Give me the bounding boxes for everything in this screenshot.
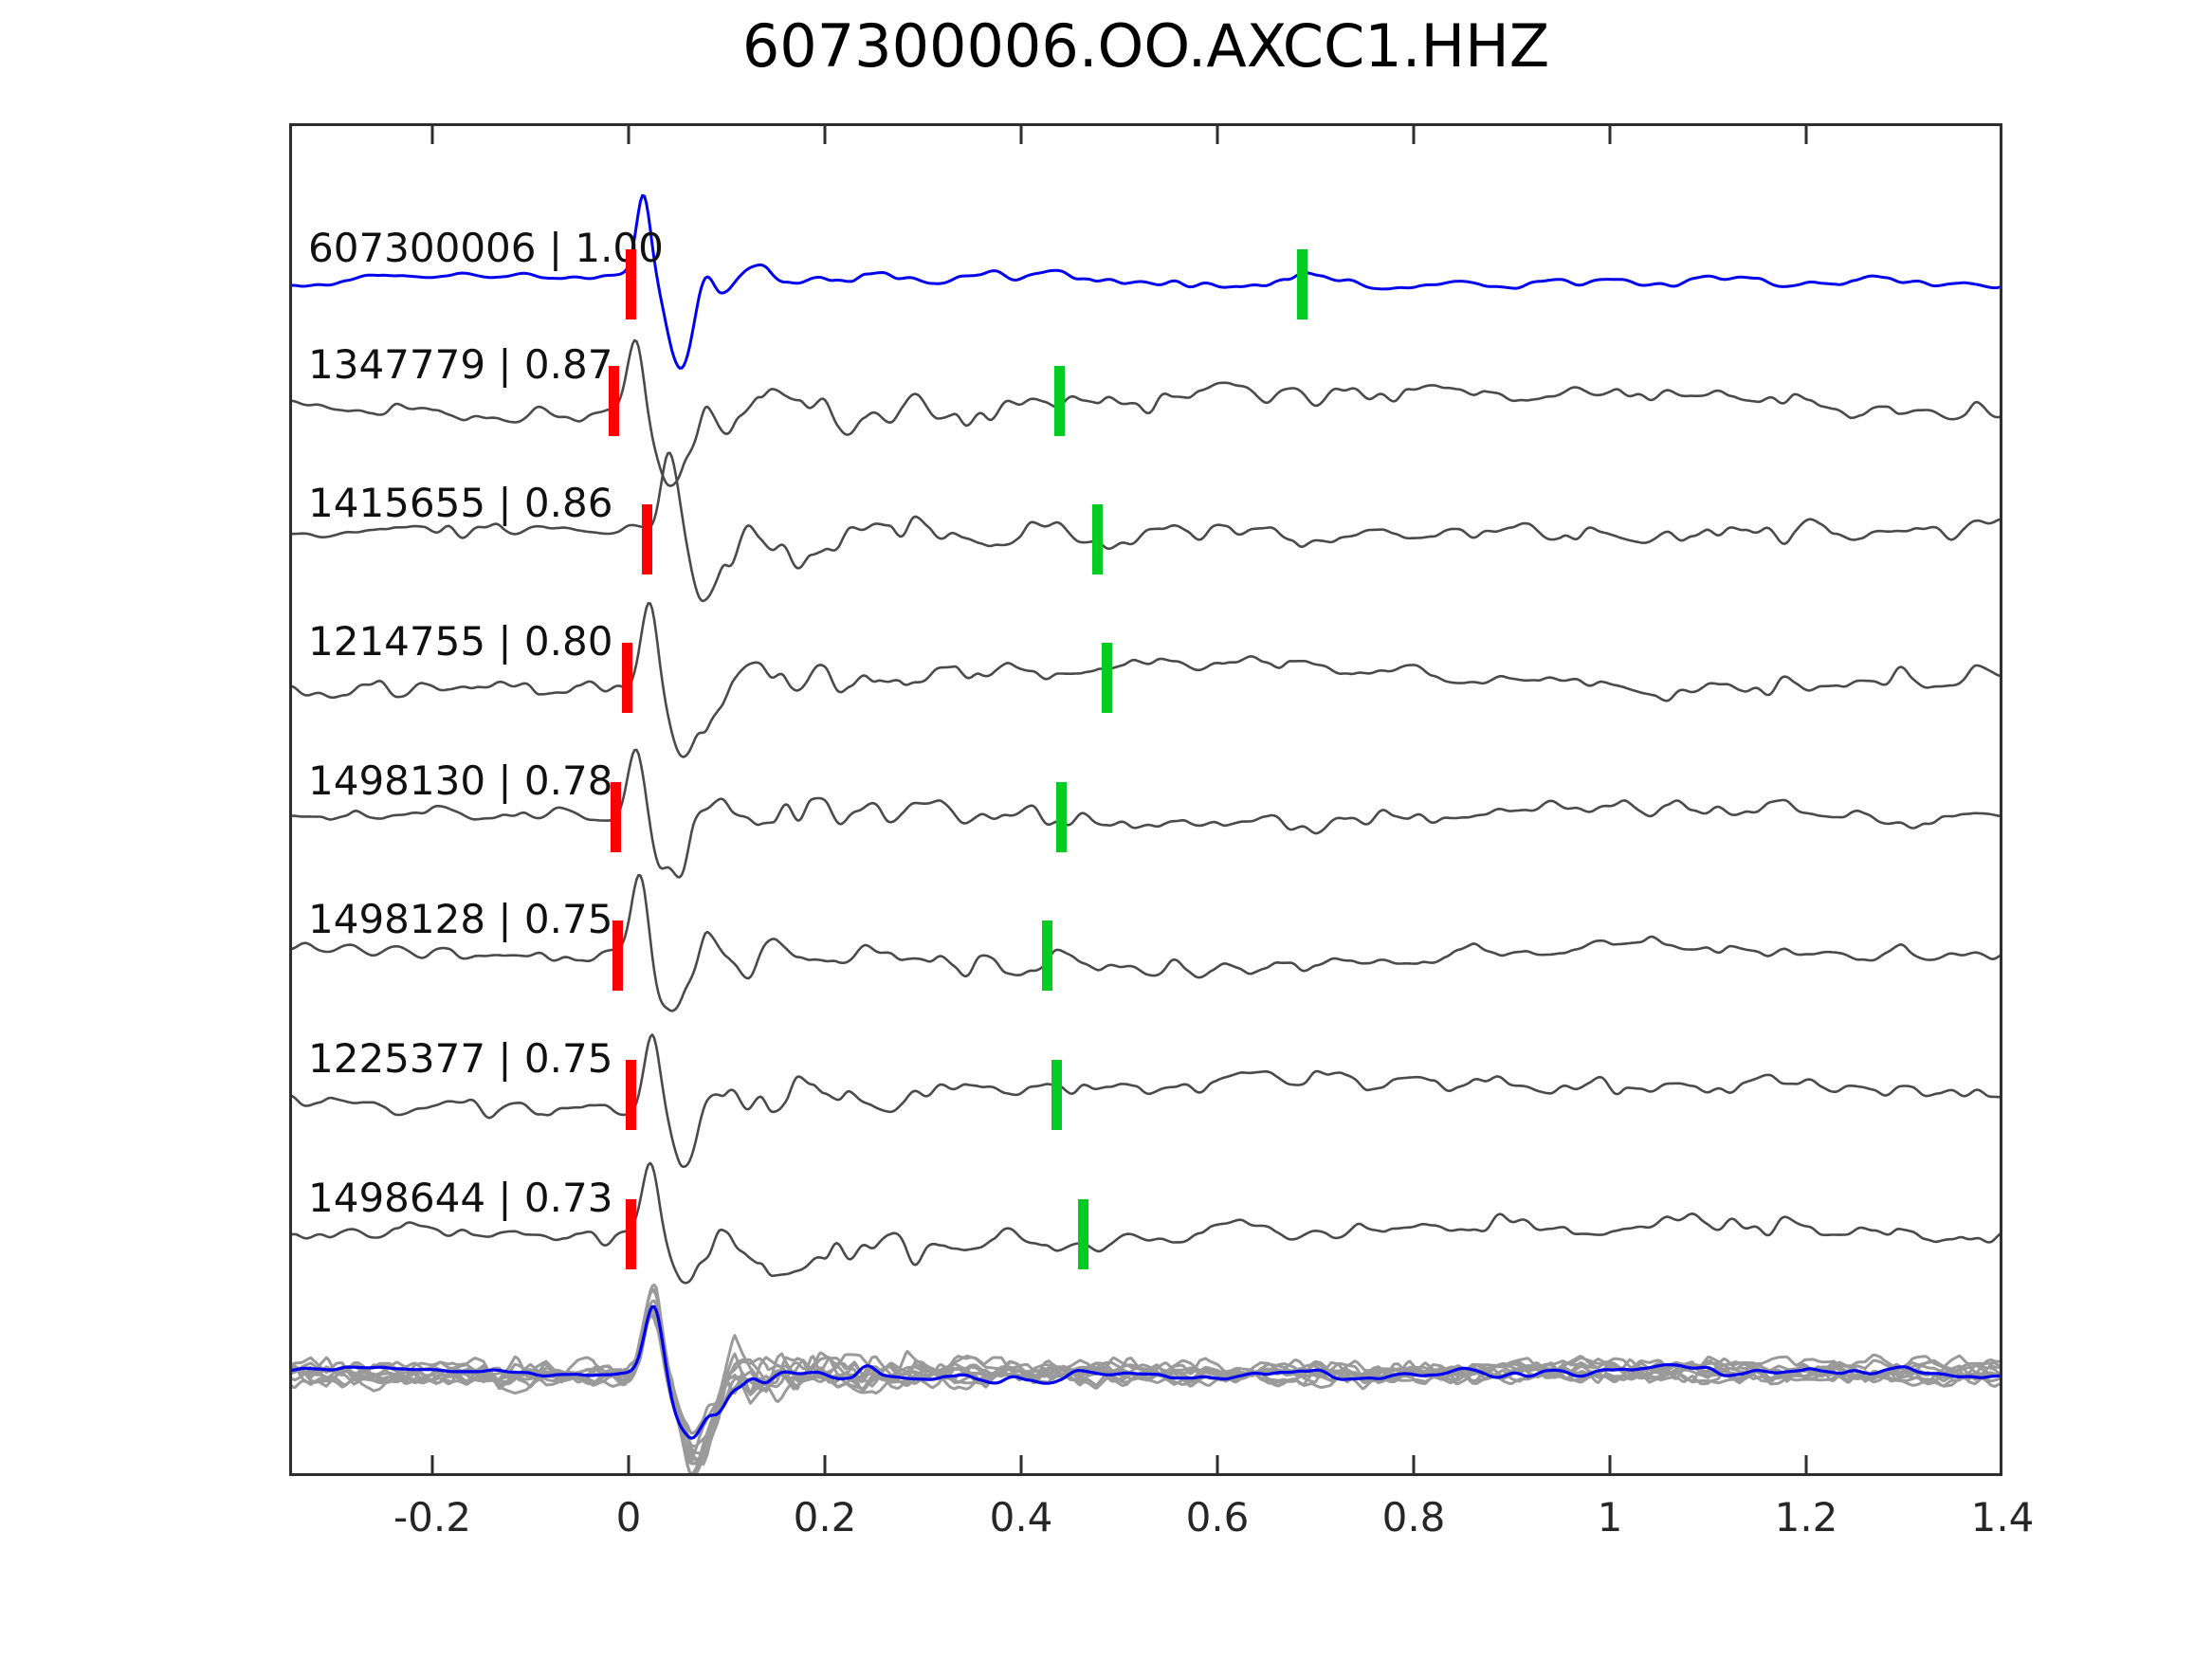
trace-label-1347779: 1347779 | 0.87: [308, 341, 613, 388]
red-pick-marker-1498128: [612, 921, 624, 991]
stack-member-trace: [289, 1308, 2002, 1466]
x-tick-label-1.4: 1.4: [1970, 1494, 2035, 1540]
red-pick-marker-1498130: [611, 782, 622, 852]
trace-label-1498644: 1498644 | 0.73: [308, 1175, 613, 1221]
green-pick-marker-607300006: [1296, 249, 1307, 319]
waveform-canvas: [289, 123, 2002, 1476]
stack-member-trace: [289, 1314, 2002, 1476]
member-trace: [289, 451, 2002, 603]
x-tick-label--0.2: -0.2: [393, 1494, 471, 1540]
stack-overlay-trace: [289, 1304, 2002, 1440]
stack-member-trace: [289, 1313, 2002, 1467]
x-tick-label-0.8: 0.8: [1381, 1494, 1446, 1540]
x-tick-label-0.6: 0.6: [1185, 1494, 1250, 1540]
red-pick-marker-1214755: [622, 643, 633, 713]
trace-label-1225377: 1225377 | 0.75: [308, 1035, 613, 1082]
trace-label-1498130: 1498130 | 0.78: [308, 757, 613, 804]
x-tick-label-0: 0: [615, 1494, 642, 1540]
red-pick-marker-1347779: [608, 366, 619, 436]
member-trace: [289, 873, 2002, 1012]
x-tick-label-1.2: 1.2: [1774, 1494, 1838, 1540]
trace-label-1214755: 1214755 | 0.80: [308, 618, 613, 665]
stack-member-trace: [289, 1313, 2002, 1476]
plot-area: 607300006 | 1.00 1347779 | 0.87 1415655 | …: [289, 123, 2002, 1476]
template-trace: [289, 193, 2002, 370]
member-trace: [289, 602, 2002, 758]
x-tick-label-1: 1: [1597, 1494, 1623, 1540]
red-pick-marker-1498644: [625, 1199, 636, 1269]
red-pick-marker-607300006: [625, 249, 636, 319]
red-pick-marker-1225377: [625, 1060, 636, 1130]
member-trace: [289, 1161, 2002, 1285]
trace-label-1415655: 1415655 | 0.86: [308, 480, 613, 526]
stack-member-trace: [289, 1283, 2002, 1435]
member-trace: [289, 1033, 2002, 1169]
trace-label-607300006: 607300006 | 1.00: [308, 225, 664, 271]
member-trace: [289, 748, 2002, 879]
plot-title: 607300006.OO.AXCC1.HHZ: [741, 11, 1550, 81]
green-pick-marker-1498130: [1055, 782, 1067, 852]
x-tick-label-0.2: 0.2: [793, 1494, 857, 1540]
green-pick-marker-1498644: [1077, 1199, 1088, 1269]
x-tick-label-0.4: 0.4: [989, 1494, 1053, 1540]
green-pick-marker-1225377: [1051, 1060, 1062, 1130]
green-pick-marker-1415655: [1092, 504, 1104, 574]
green-pick-marker-1498128: [1042, 921, 1053, 991]
green-pick-marker-1214755: [1101, 643, 1112, 713]
member-trace: [289, 338, 2002, 487]
axes-spines: [289, 123, 2002, 1476]
trace-label-1498128: 1498128 | 0.75: [308, 896, 613, 942]
green-pick-marker-1347779: [1053, 366, 1065, 436]
red-pick-marker-1415655: [642, 504, 653, 574]
